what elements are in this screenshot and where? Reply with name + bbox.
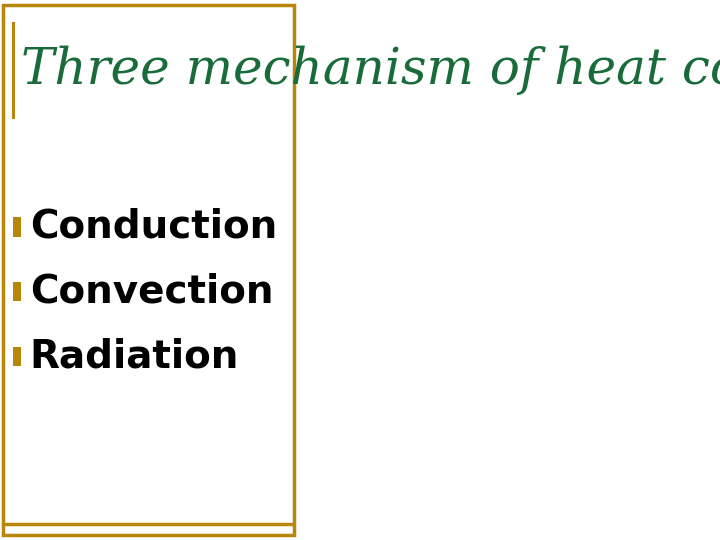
Text: Three mechanism of heat conduction: Three mechanism of heat conduction <box>21 45 720 95</box>
Text: Convection: Convection <box>30 273 273 310</box>
FancyBboxPatch shape <box>14 282 21 301</box>
FancyBboxPatch shape <box>14 217 21 237</box>
Text: Conduction: Conduction <box>30 208 277 246</box>
FancyBboxPatch shape <box>12 22 15 119</box>
FancyBboxPatch shape <box>14 347 21 366</box>
Text: Radiation: Radiation <box>30 338 239 375</box>
